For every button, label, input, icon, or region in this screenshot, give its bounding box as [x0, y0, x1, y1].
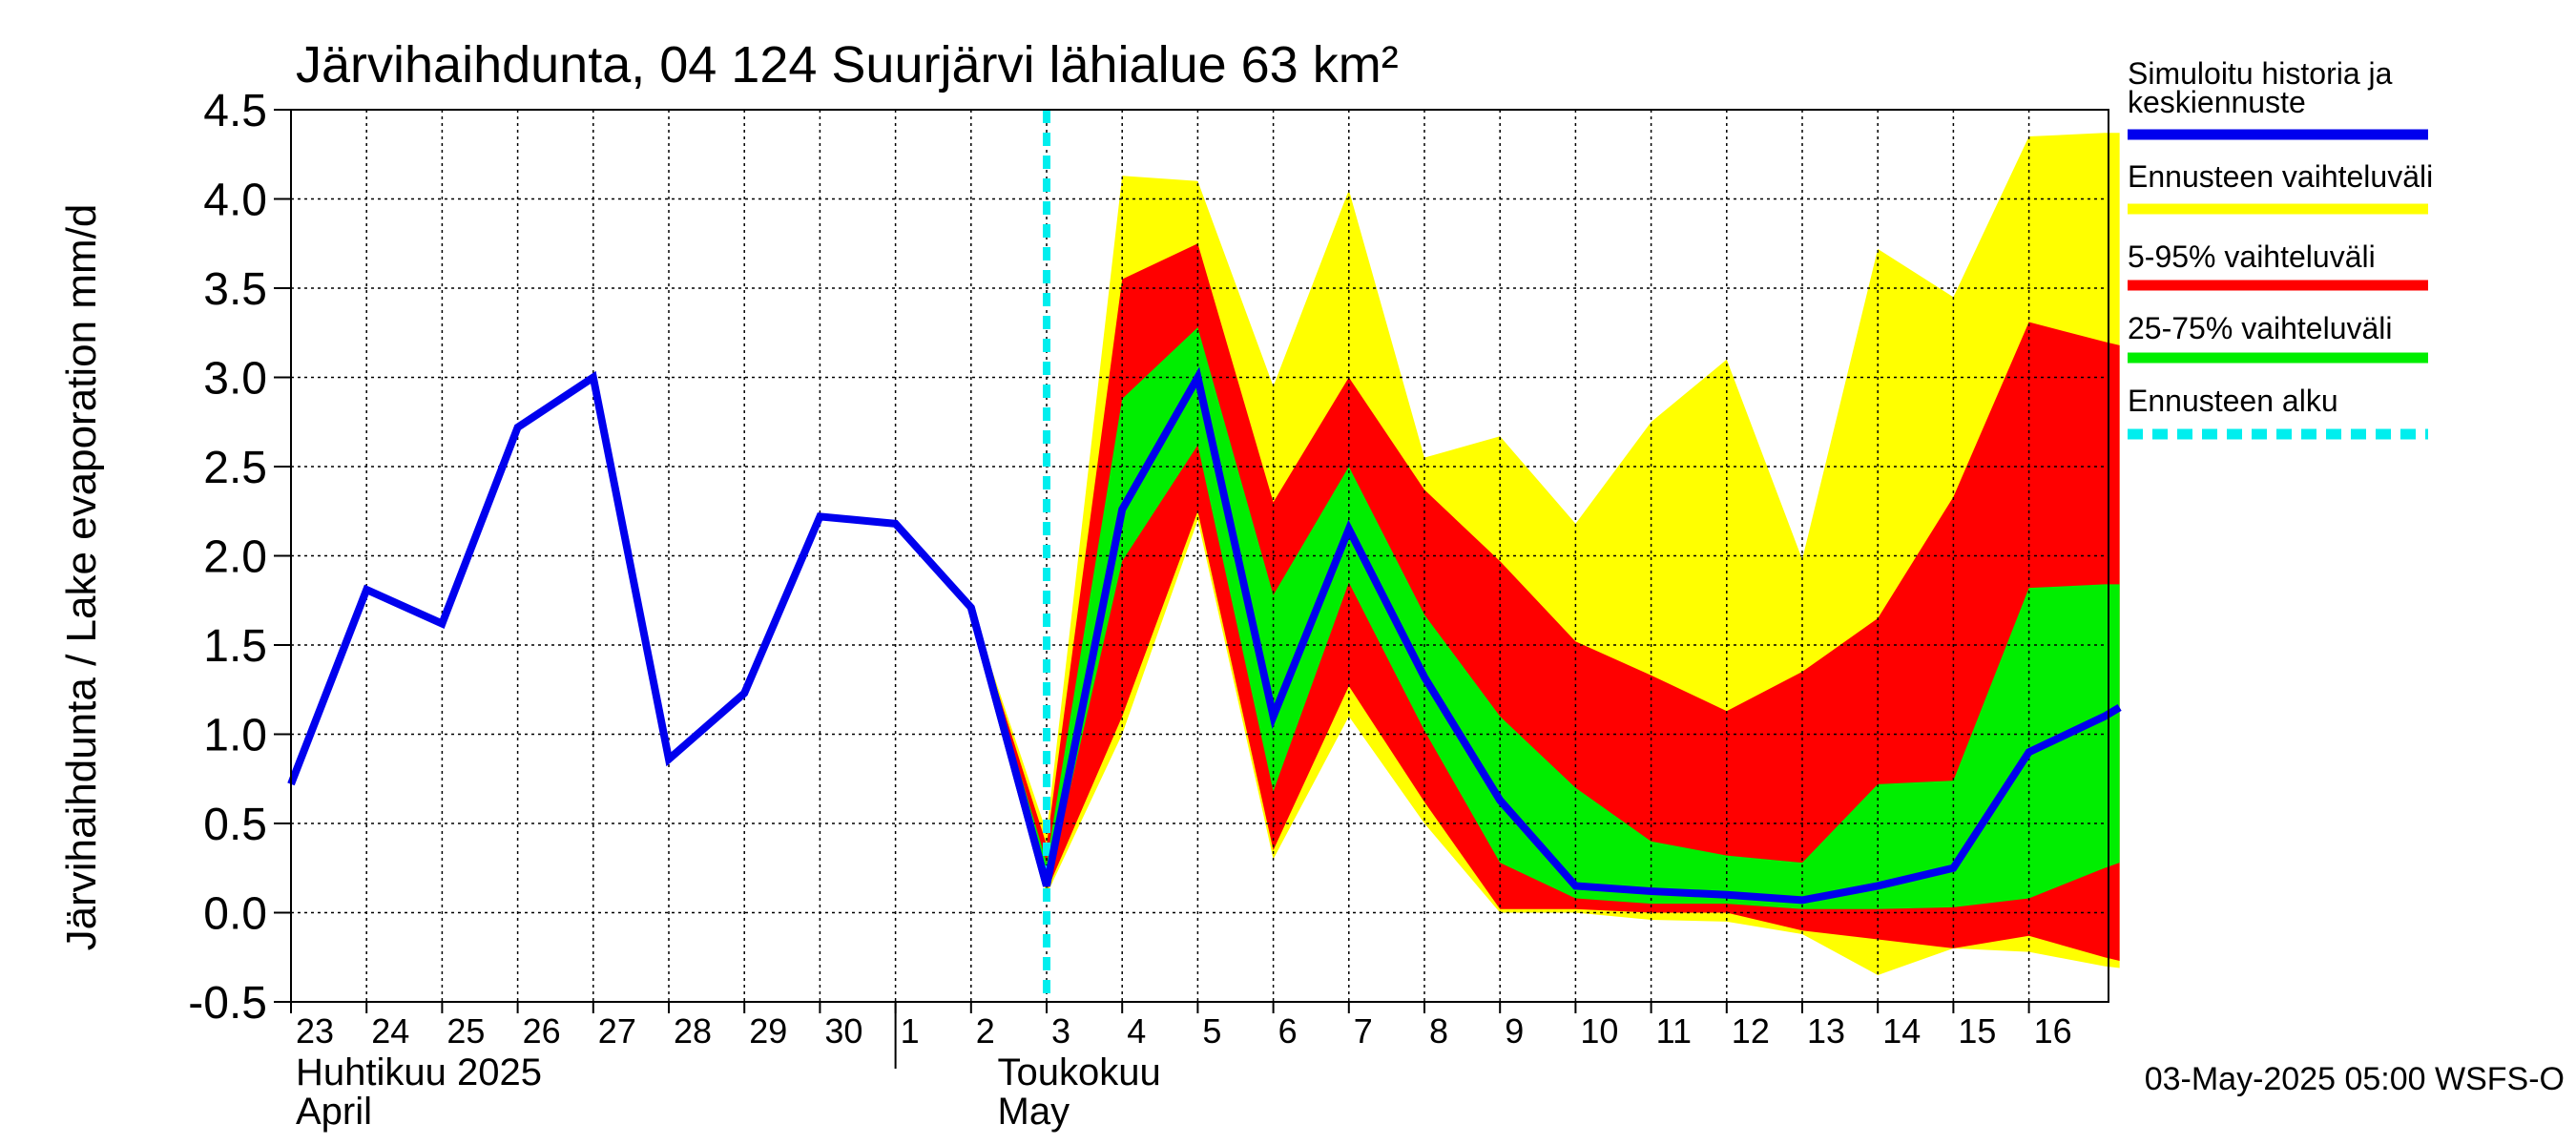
month-label-april-fi: Huhtikuu 2025: [296, 1051, 542, 1093]
month-label-april-en: April: [296, 1091, 372, 1133]
x-tick-label: 16: [2034, 1011, 2072, 1051]
x-tick-label: 5: [1202, 1011, 1221, 1051]
grid-lines: [291, 109, 2109, 1003]
y-tick-label: 1.5: [203, 621, 267, 672]
legend-history-label: Simuloitu historia ja: [2128, 56, 2393, 91]
x-tick-label: 9: [1505, 1011, 1524, 1051]
y-tick-label: 4.5: [203, 86, 267, 136]
y-tick-label: 2.0: [203, 532, 267, 583]
x-tick-label: 14: [1882, 1011, 1921, 1051]
x-tick-label: 26: [523, 1011, 561, 1051]
legend-forecast-start-label: Ennusteen alku: [2128, 384, 2338, 418]
month-label-may-fi: Toukokuu: [998, 1051, 1161, 1093]
tick-labels: 4.54.03.53.02.52.01.51.00.50.0-0.523 24 25…: [188, 86, 2071, 1133]
plot-frame: [290, 109, 2109, 1003]
x-tick-label: 7: [1354, 1011, 1373, 1051]
y-tick-label: 3.0: [203, 354, 267, 405]
y-axis-label: Järvihaihdunta / Lake evaporation mm/d: [58, 204, 105, 951]
x-tick-label: 30: [824, 1011, 862, 1051]
x-tick-label: 28: [674, 1011, 712, 1051]
x-tick-label: 6: [1278, 1011, 1298, 1051]
series-lines: [287, 110, 2122, 1002]
axes: [274, 109, 2109, 1069]
legend-25-75-label: 25-75% vaihteluväli: [2128, 311, 2393, 345]
legend-5-95-label: 5-95% vaihteluväli: [2128, 239, 2376, 274]
x-tick-label: 27: [598, 1011, 636, 1051]
history-line: [287, 370, 1050, 887]
x-tick-label: 4: [1127, 1011, 1146, 1051]
x-tick-label: 24: [371, 1011, 409, 1051]
chart-title: Järvihaihdunta, 04 124 Suurjärvi lähialu…: [296, 36, 1399, 94]
band-25-75: [970, 327, 2120, 909]
band-5-95: [970, 243, 2120, 961]
y-tick-label: 1.0: [203, 711, 267, 761]
x-tick-label: 8: [1429, 1011, 1448, 1051]
x-tick-label: 2: [976, 1011, 995, 1051]
x-tick-label: 12: [1732, 1011, 1770, 1051]
x-tick-label: 25: [447, 1011, 485, 1051]
x-tick-label: 3: [1051, 1011, 1070, 1051]
y-tick-label: 0.0: [203, 889, 267, 940]
legend-history-label-2: keskiennuste: [2128, 85, 2306, 119]
legend-forecast-range-label: Ennusteen vaihteluväli: [2128, 159, 2433, 194]
x-tick-label: 1: [901, 1011, 920, 1051]
y-tick-label: 4.0: [203, 176, 267, 226]
median-forecast-line: [966, 366, 2122, 905]
x-tick-label: 10: [1580, 1011, 1618, 1051]
forecast-bands: [970, 133, 2120, 975]
x-tick-label: 15: [1958, 1011, 1996, 1051]
y-tick-label: 2.5: [203, 443, 267, 493]
x-tick-label: 13: [1807, 1011, 1845, 1051]
x-tick-label: 29: [749, 1011, 787, 1051]
y-tick-label: -0.5: [188, 978, 267, 1029]
x-tick-label: 11: [1656, 1011, 1692, 1051]
y-tick-label: 3.5: [203, 264, 267, 315]
month-label-may-en: May: [998, 1091, 1070, 1133]
x-tick-label: 23: [296, 1011, 334, 1051]
footer-timestamp: 03-May-2025 05:00 WSFS-O: [2145, 1061, 2565, 1097]
y-tick-label: 0.5: [203, 800, 267, 850]
